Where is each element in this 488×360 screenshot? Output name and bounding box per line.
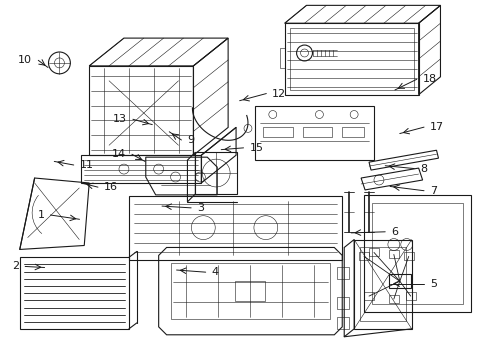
- Text: 14: 14: [112, 149, 126, 159]
- Bar: [388, 251, 398, 258]
- Bar: [405, 292, 415, 300]
- Text: 18: 18: [422, 74, 436, 84]
- Text: 6: 6: [390, 227, 397, 237]
- Bar: [388, 295, 398, 303]
- Bar: [302, 127, 332, 137]
- Bar: [235, 281, 264, 301]
- Bar: [263, 127, 292, 137]
- Bar: [403, 252, 413, 260]
- Bar: [371, 203, 462, 304]
- Text: 12: 12: [272, 89, 286, 99]
- Text: 17: 17: [429, 122, 443, 132]
- Bar: [364, 292, 373, 300]
- Bar: [337, 297, 348, 309]
- Text: 3: 3: [197, 203, 203, 213]
- Text: 15: 15: [249, 143, 263, 153]
- Text: 2: 2: [12, 261, 19, 271]
- Bar: [342, 127, 364, 137]
- Bar: [289, 28, 413, 90]
- Bar: [388, 274, 410, 288]
- Bar: [358, 252, 368, 260]
- Bar: [368, 248, 378, 256]
- Bar: [337, 267, 348, 279]
- Text: 9: 9: [187, 135, 194, 145]
- Text: 7: 7: [429, 186, 436, 196]
- Bar: [337, 317, 348, 329]
- Text: 13: 13: [113, 114, 127, 124]
- Text: 5: 5: [429, 279, 436, 289]
- Bar: [359, 247, 405, 321]
- Text: 4: 4: [211, 267, 218, 277]
- Text: 16: 16: [104, 182, 118, 192]
- Text: 10: 10: [18, 55, 32, 65]
- Text: 8: 8: [419, 163, 427, 174]
- Text: 1: 1: [38, 210, 44, 220]
- Text: 11: 11: [80, 160, 94, 170]
